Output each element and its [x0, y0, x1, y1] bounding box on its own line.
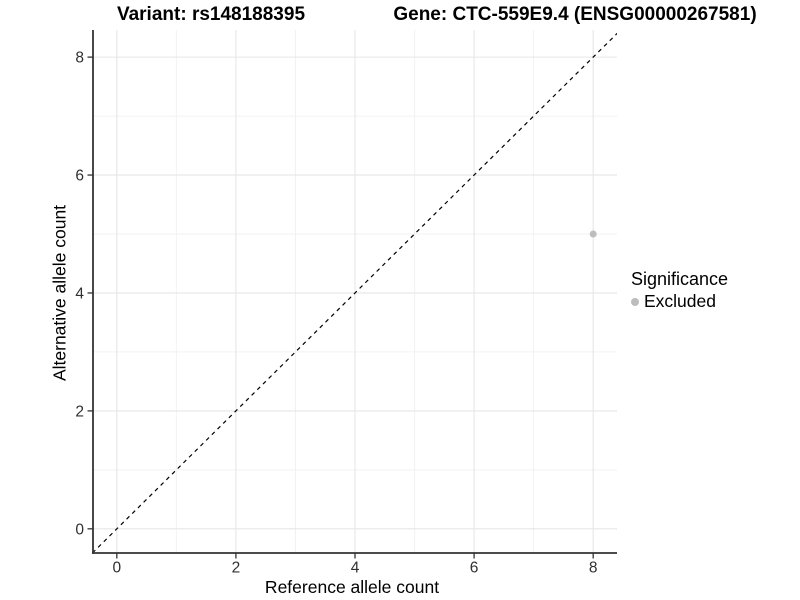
y-tick-label: 4	[75, 285, 84, 302]
y-tick-label: 6	[75, 168, 84, 185]
y-tick-label: 8	[75, 50, 84, 67]
x-tick-label: 4	[351, 560, 360, 577]
x-tick-label: 8	[589, 560, 598, 577]
x-tick-label: 0	[113, 560, 122, 577]
legend-item-label: Excluded	[644, 291, 716, 311]
y-tick-label: 0	[75, 521, 84, 538]
legend: Significance Excluded	[631, 269, 728, 312]
data-point	[589, 230, 597, 238]
x-axis-title: Reference allele count	[264, 577, 440, 597]
legend-point-icon	[631, 297, 639, 306]
x-tick-label: 2	[232, 560, 241, 577]
variant-title: Variant: rs148188395	[116, 4, 306, 25]
legend-title: Significance	[631, 269, 729, 289]
identity-reference-line	[93, 32, 617, 553]
x-tick-label: 6	[470, 560, 479, 577]
legend-item-excluded: Excluded	[631, 291, 728, 312]
gene-title: Gene: CTC-559E9.4 (ENSG00000267581)	[393, 4, 757, 25]
y-axis-title: Alternative allele count	[49, 204, 70, 382]
y-tick-label: 2	[75, 403, 84, 420]
